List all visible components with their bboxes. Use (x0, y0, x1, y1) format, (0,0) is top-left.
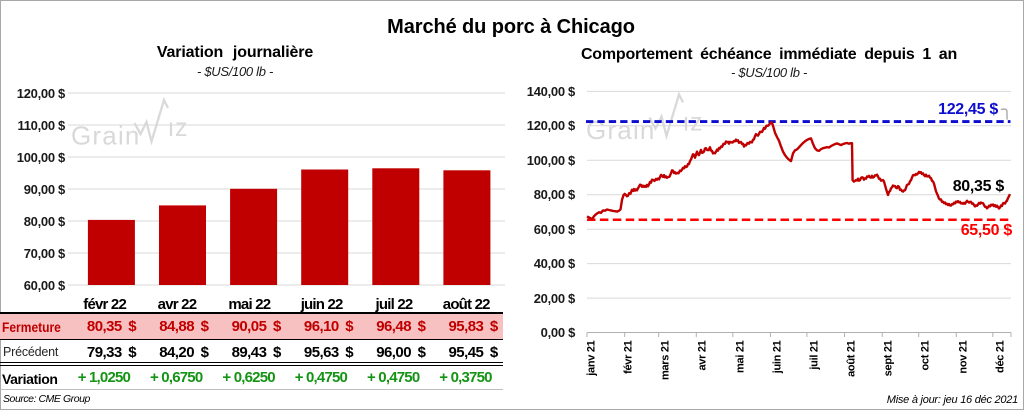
svg-text:Grain: Grain (71, 121, 141, 151)
svg-text:Grain: Grain (586, 115, 656, 145)
svg-text:ız: ız (168, 114, 188, 142)
